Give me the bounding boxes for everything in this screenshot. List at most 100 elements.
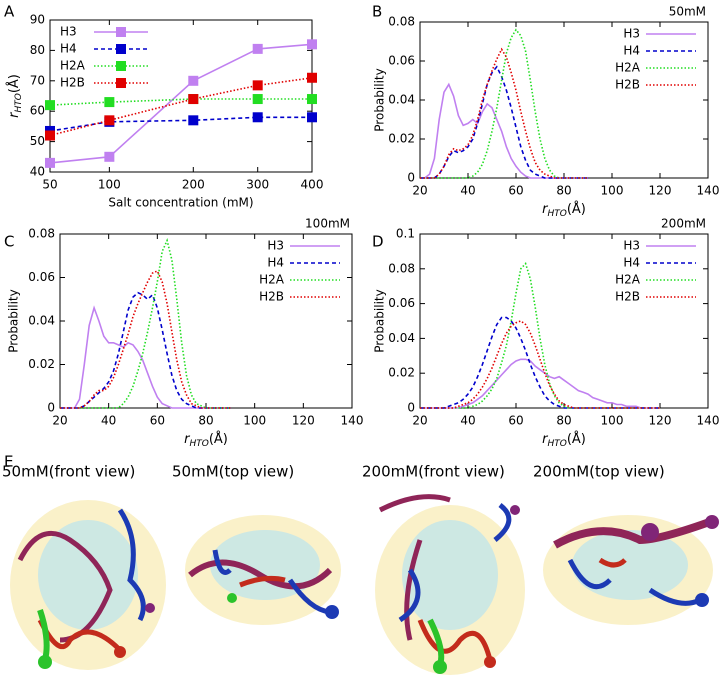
- legend-label: H2A: [259, 273, 285, 287]
- point-marker: [188, 94, 199, 105]
- legend-label: H3: [267, 239, 284, 253]
- x-tick-label: 40: [460, 414, 475, 428]
- axis-label: Probability: [373, 289, 387, 352]
- view-title: 50mM(front view): [2, 463, 135, 481]
- view-title: 200mM(front view): [362, 463, 505, 481]
- x-tick-label: 40: [460, 184, 475, 198]
- point-marker: [104, 97, 115, 108]
- legend-label: H2B: [615, 78, 640, 92]
- axis-label: rHTO(Å): [6, 74, 24, 118]
- point-marker: [45, 157, 55, 168]
- annotation: 100mM: [305, 217, 350, 231]
- axis-label-unit: (Å): [567, 201, 586, 217]
- legend-label: H3: [623, 27, 640, 41]
- axis-label: rHTO(Å): [542, 201, 586, 219]
- axis-label-main: r: [542, 432, 549, 447]
- legend-label: H4: [623, 44, 640, 58]
- panel-label: C: [4, 233, 14, 251]
- y-tick-label: 0.06: [388, 54, 415, 68]
- axis-label-unit: (Å): [6, 74, 22, 93]
- x-tick-label: 100: [243, 414, 266, 428]
- axis-label-unit: (Å): [209, 431, 228, 447]
- legend-label: H2B: [615, 290, 640, 304]
- point-marker: [252, 80, 263, 91]
- y-tick-label: 0.02: [388, 366, 415, 380]
- x-tick-label: 80: [556, 184, 571, 198]
- y-tick-label: 0.06: [388, 296, 415, 310]
- legend-label: H2A: [615, 61, 641, 75]
- series-line: [49, 116, 312, 132]
- x-tick-label: 80: [556, 414, 571, 428]
- x-tick-label: 20: [412, 414, 427, 428]
- point-marker: [252, 94, 263, 105]
- x-tick-label: 400: [301, 178, 324, 192]
- y-tick-label: 0: [407, 401, 415, 415]
- view-title: 200mM(top view): [533, 463, 665, 481]
- y-tick-label: 70: [30, 73, 45, 87]
- x-tick-label: 60: [150, 414, 165, 428]
- x-tick-label: 300: [246, 178, 269, 192]
- y-tick-label: 60: [30, 104, 45, 118]
- x-tick-label: 100: [601, 414, 624, 428]
- legend-label: H2B: [60, 76, 85, 90]
- axis-label: Salt concentration (mM): [108, 196, 253, 210]
- x-tick-label: 50: [42, 178, 57, 192]
- legend-label: H4: [60, 42, 77, 56]
- x-tick-label: 100: [601, 184, 624, 198]
- x-tick-label: 80: [198, 414, 213, 428]
- y-tick-label: 0.04: [28, 314, 55, 328]
- point-marker: [45, 100, 55, 111]
- series-line: [420, 82, 588, 179]
- axis-label: Probability: [373, 68, 387, 131]
- plot-frame: [419, 233, 709, 409]
- plot-frame: [49, 19, 313, 173]
- legend-marker: [116, 61, 126, 71]
- y-tick-label: 40: [30, 165, 45, 179]
- point-marker: [188, 115, 199, 126]
- y-tick-label: 0.08: [28, 227, 55, 241]
- plot-frame: [419, 21, 709, 179]
- y-tick-label: 0.04: [388, 93, 415, 107]
- series-line: [420, 65, 588, 179]
- y-tick-label: 0.04: [388, 331, 415, 345]
- molecule-render: [10, 494, 719, 675]
- axis-label-main: r: [184, 432, 191, 447]
- axis-label-sub: HTO: [547, 439, 566, 449]
- axis-label: rHTO(Å): [184, 431, 228, 449]
- x-tick-label: 120: [292, 414, 315, 428]
- series-line: [60, 305, 231, 409]
- view-title: 50mM(top view): [172, 463, 294, 481]
- panel-label: D: [372, 233, 384, 251]
- series-line: [420, 28, 588, 179]
- legend-marker: [116, 27, 126, 37]
- y-tick-label: 0.02: [28, 357, 55, 371]
- annotation: 50mM: [669, 5, 706, 19]
- legend-marker: [116, 44, 126, 54]
- annotation: 200mM: [661, 217, 706, 231]
- axis-label-sub: HTO: [189, 439, 208, 449]
- y-tick-label: 90: [30, 13, 45, 27]
- point-marker: [188, 75, 199, 86]
- x-tick-label: 20: [52, 414, 67, 428]
- series-line: [420, 47, 588, 179]
- x-tick-label: 100: [98, 178, 121, 192]
- x-tick-label: 60: [508, 184, 523, 198]
- series-line: [60, 238, 231, 409]
- legend-label: H4: [267, 256, 284, 270]
- panel-label: A: [4, 3, 15, 21]
- axis-label-sub: HTO: [14, 93, 24, 112]
- y-tick-label: 0: [47, 401, 55, 415]
- x-tick-label: 120: [649, 414, 672, 428]
- x-tick-label: 40: [101, 414, 116, 428]
- legend-label: H3: [623, 239, 640, 253]
- series-line: [60, 269, 231, 409]
- legend-label: H2B: [259, 290, 284, 304]
- panel-label: B: [372, 3, 382, 21]
- point-marker: [307, 72, 317, 83]
- y-tick-label: 0.02: [388, 132, 415, 146]
- point-marker: [307, 39, 317, 50]
- legend-label: H4: [623, 256, 640, 270]
- legend-label: H2A: [615, 273, 641, 287]
- y-tick-label: 0.1: [396, 227, 415, 241]
